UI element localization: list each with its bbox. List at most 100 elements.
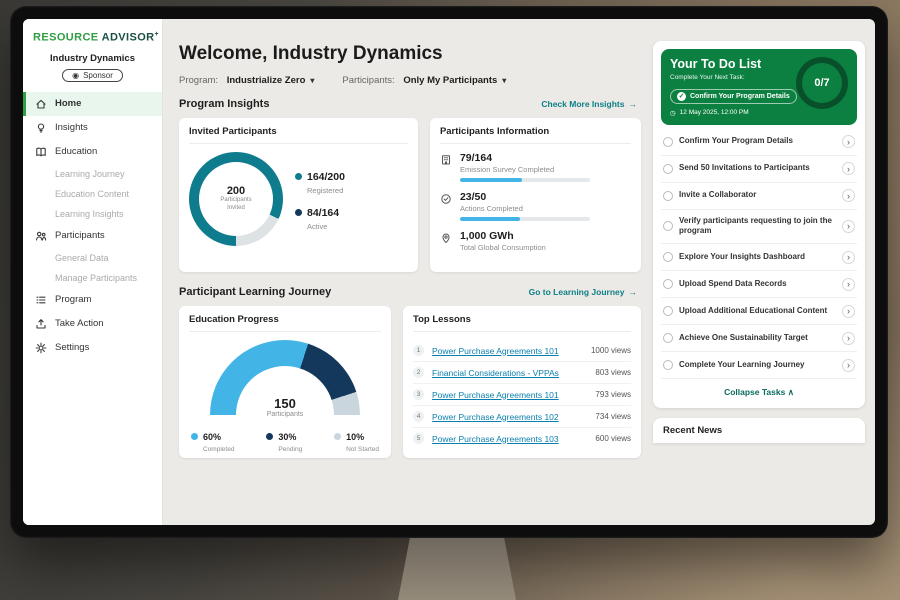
chevron-right-icon[interactable]: › (842, 331, 855, 345)
participants-dropdown[interactable]: Only My Participants ▾ (403, 75, 506, 86)
card-title: Top Lessons (413, 314, 631, 332)
home-icon (35, 98, 47, 110)
task-row[interactable]: Explore Your Insights Dashboard › (661, 244, 857, 272)
lesson-row: 3 Power Purchase Agreements 101 793 view… (413, 384, 631, 406)
sidebar-item-learning-insights[interactable]: Learning Insights (23, 204, 162, 224)
chevron-right-icon[interactable]: › (842, 135, 855, 148)
sidebar-item-label: Insights (55, 122, 88, 134)
task-checkbox[interactable] (663, 252, 673, 263)
lesson-link[interactable]: Power Purchase Agreements 101 (432, 345, 559, 356)
stat-emission-survey: 79/164 Emission Survey Completed (440, 152, 631, 182)
task-row[interactable]: Send 50 Invitations to Participants › (661, 156, 857, 183)
sidebar-item-education[interactable]: Education (23, 140, 162, 164)
task-checkbox[interactable] (663, 221, 673, 232)
sidebar-item-general-data[interactable]: General Data (23, 248, 162, 268)
chevron-right-icon[interactable]: › (842, 189, 855, 202)
stat-global-consumption: 1,000 GWh Total Global Consumption (440, 230, 631, 252)
donut-center-value: 200 (226, 185, 246, 198)
sidebar-item-home[interactable]: Home (23, 91, 162, 116)
book-icon (35, 146, 47, 158)
lesson-link[interactable]: Power Purchase Agreements 102 (432, 411, 559, 422)
task-row[interactable]: Confirm Your Program Details › (661, 129, 857, 156)
sidebar: RESOURCE ADVISOR+ Industry Dynamics ◉ Sp… (23, 19, 163, 525)
task-row[interactable]: Verify participants requesting to join t… (661, 210, 857, 245)
task-row[interactable]: Complete Your Learning Journey › (661, 352, 857, 380)
go-to-learning-journey-link[interactable]: Go to Learning Journey → (529, 287, 637, 297)
task-checkbox[interactable] (663, 136, 673, 147)
legend-dot-completed (191, 433, 198, 440)
program-dropdown[interactable]: Industrialize Zero ▾ (227, 75, 315, 86)
sidebar-item-label: Take Action (55, 318, 104, 330)
legend-label: Active (307, 222, 328, 231)
sidebar-item-label: Settings (55, 342, 90, 354)
gauge-center-value: 150 (274, 396, 296, 411)
chevron-right-icon[interactable]: › (842, 250, 855, 264)
chevron-right-icon[interactable]: › (842, 277, 855, 291)
task-checkbox[interactable] (663, 190, 673, 201)
task-label: Explore Your Insights Dashboard (679, 252, 805, 262)
sidebar-item-take-action[interactable]: Take Action (23, 312, 162, 336)
lesson-rank: 5 (413, 433, 424, 444)
lesson-link[interactable]: Power Purchase Agreements 101 (432, 389, 559, 400)
chevron-right-icon[interactable]: › (842, 162, 855, 175)
task-checkbox[interactable] (663, 279, 673, 290)
sidebar-item-manage-participants[interactable]: Manage Participants (23, 268, 162, 288)
check-more-insights-link[interactable]: Check More Insights → (541, 99, 637, 109)
logo-plus: + (154, 31, 160, 38)
app-logo: RESOURCE ADVISOR+ (23, 29, 162, 50)
sidebar-item-label: Home (55, 98, 82, 110)
task-checkbox[interactable] (663, 360, 673, 371)
todo-subtitle: Complete Your Next Task: (670, 74, 745, 81)
task-checkbox[interactable] (663, 163, 673, 174)
sponsor-icon: ◉ (72, 70, 80, 80)
legend-dot-active (295, 209, 302, 216)
sponsor-badge[interactable]: ◉ Sponsor (62, 68, 123, 82)
stat-label: Actions Completed (459, 204, 523, 213)
sidebar-item-program[interactable]: Program (23, 288, 162, 312)
collapse-tasks-link[interactable]: Collapse Tasks ∧ (661, 379, 857, 400)
lesson-row: 2 Financial Considerations - VPPAs 803 v… (413, 362, 631, 384)
lightbulb-icon (35, 122, 47, 134)
progress-bar (459, 217, 590, 221)
chevron-right-icon[interactable]: › (842, 358, 855, 372)
org-name: Industry Dynamics (50, 52, 135, 64)
task-label: Send 50 Invitations to Participants (679, 163, 810, 173)
sidebar-item-settings[interactable]: Settings (23, 336, 162, 360)
monitor-bezel: RESOURCE ADVISOR+ Industry Dynamics ◉ Sp… (10, 6, 888, 538)
stat-actions-completed: 23/50 Actions Completed (440, 191, 631, 221)
chevron-right-icon[interactable]: › (842, 219, 855, 233)
lesson-views: 734 views (595, 412, 631, 421)
participants-filter: Participants: Only My Participants ▾ (342, 75, 506, 86)
donut-legend: 164/200 Registered 84/164 Active (295, 159, 345, 239)
legend-dot-pending (266, 433, 274, 440)
stat-value: 1,000 GWh (459, 230, 514, 242)
task-checkbox[interactable] (663, 333, 673, 344)
lesson-link[interactable]: Financial Considerations - VPPAs (432, 367, 559, 378)
arrow-right-icon: → (628, 287, 638, 297)
chevron-right-icon[interactable]: › (842, 304, 855, 318)
legend-value: 10% (346, 432, 365, 442)
sidebar-item-participants[interactable]: Participants (23, 224, 162, 248)
todo-card: Your To Do List Complete Your Next Task:… (653, 41, 865, 409)
task-row[interactable]: Upload Spend Data Records › (661, 271, 857, 299)
sidebar-item-education-content[interactable]: Education Content (23, 184, 162, 204)
sidebar-item-learning-journey[interactable]: Learning Journey (23, 164, 162, 184)
task-checkbox[interactable] (663, 306, 673, 317)
task-row[interactable]: Achieve One Sustainability Target › (661, 325, 857, 353)
task-row[interactable]: Invite a Collaborator › (661, 183, 857, 210)
recent-news-title: Recent News (663, 425, 723, 437)
legend-label: Not Started (346, 446, 379, 453)
sidebar-item-insights[interactable]: Insights (23, 116, 162, 140)
lesson-link[interactable]: Power Purchase Agreements 103 (432, 433, 559, 444)
stat-label: Emission Survey Completed (459, 165, 555, 174)
lesson-row: 4 Power Purchase Agreements 102 734 view… (413, 406, 631, 428)
gear-icon (35, 342, 47, 354)
arrow-right-icon: → (628, 99, 638, 109)
building-icon (440, 153, 452, 165)
sidebar-item-label: Manage Participants (55, 272, 138, 283)
sidebar-nav: Home Insights Education Learning Journey… (23, 91, 162, 360)
task-row[interactable]: Upload Additional Educational Content › (661, 298, 857, 326)
participants-filter-label: Participants: (342, 75, 395, 86)
next-task-pill[interactable]: ✓ Confirm Your Program Details (670, 88, 797, 104)
check-icon: ✓ (677, 91, 686, 101)
